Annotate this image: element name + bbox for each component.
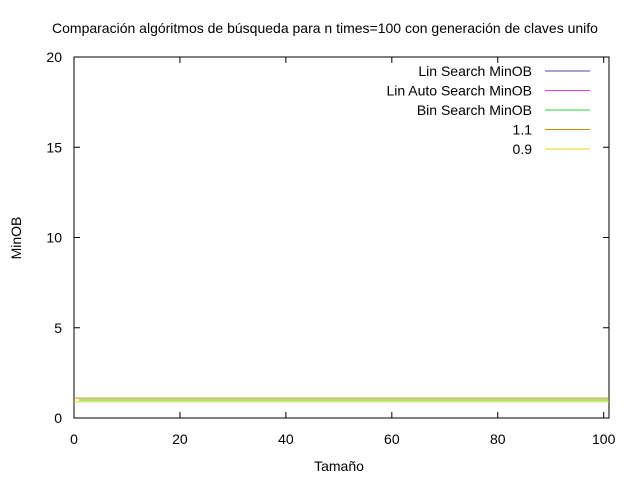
- chart-title: Comparación algóritmos de búsqueda para …: [52, 20, 598, 36]
- x-tick-label: 80: [490, 431, 506, 447]
- x-tick-label: 20: [172, 431, 188, 447]
- y-tick-label: 15: [46, 139, 62, 155]
- axis-ticks: 0 20 40 60 80 100 0 5 10 15 20: [46, 49, 615, 447]
- legend-entry-label: Bin Search MinOB: [417, 102, 532, 118]
- y-tick-label: 20: [46, 49, 62, 65]
- x-tick-label: 60: [384, 431, 400, 447]
- x-tick-label: 100: [592, 431, 616, 447]
- y-axis-label: MinOB: [8, 217, 24, 260]
- x-axis-label: Tamaño: [314, 458, 364, 474]
- y-tick-label: 0: [54, 410, 62, 426]
- legend-entry-label: Lin Auto Search MinOB: [386, 83, 532, 99]
- legend-entry-label: 1.1: [513, 122, 533, 138]
- x-tick-label: 40: [278, 431, 294, 447]
- legend: Lin Search MinOB Lin Auto Search MinOB Bin…: [386, 63, 590, 157]
- y-tick-label: 10: [46, 230, 62, 246]
- y-tick-label: 5: [54, 320, 62, 336]
- legend-entry-label: 0.9: [513, 141, 533, 157]
- x-tick-label: 0: [70, 431, 78, 447]
- legend-entry-label: Lin Search MinOB: [418, 63, 532, 79]
- series-lines: [74, 397, 609, 403]
